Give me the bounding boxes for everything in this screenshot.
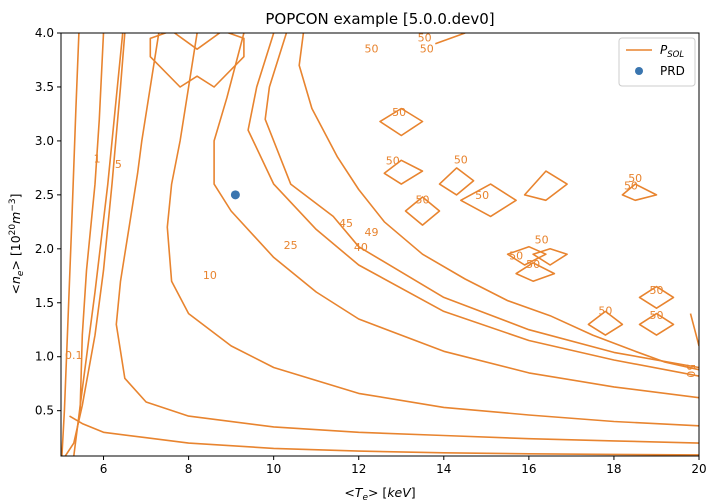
contour-line xyxy=(523,170,568,202)
x-tick-label: 10 xyxy=(266,462,281,476)
contour-line xyxy=(506,245,547,266)
contour-label: 50 xyxy=(420,42,434,55)
legend-box xyxy=(618,37,696,87)
point-layer xyxy=(230,190,240,200)
contour-line xyxy=(404,196,441,226)
x-tick-label: 20 xyxy=(691,462,706,476)
y-tick-label: 4.0 xyxy=(35,26,54,40)
contour-line xyxy=(79,33,105,411)
contour-label: 50 xyxy=(386,155,400,168)
contour-line xyxy=(621,183,658,202)
contour-label: 50 xyxy=(535,233,549,246)
chart-title: POPCON example [5.0.0.dev0] xyxy=(265,10,494,28)
contour-label: 50 xyxy=(509,250,523,263)
contour-label: 50 xyxy=(475,189,489,202)
contour-line xyxy=(435,33,466,45)
contour-label: 40 xyxy=(354,241,368,254)
contour-line xyxy=(213,33,699,399)
y-tick-label: 3.0 xyxy=(35,134,54,148)
contour-label: 50 xyxy=(416,193,430,206)
contour-label: 50 xyxy=(526,258,540,271)
contour-layer xyxy=(61,33,699,456)
x-axis: 6 8 10 12 14 16 18 20 xyxy=(100,456,707,476)
contour-label: 50 xyxy=(418,32,432,45)
y-tick-label: 2.5 xyxy=(35,188,54,202)
contour-label: 1 xyxy=(94,152,101,165)
contour-label: 50 xyxy=(598,305,612,318)
legend-prd-marker xyxy=(635,67,643,75)
contour-label: 50 xyxy=(454,154,468,167)
contour-label: 0.1 xyxy=(65,349,83,362)
legend: PSOL PRD xyxy=(618,37,696,87)
y-axis-label: <ne> [1020m−3] xyxy=(8,193,26,294)
contour-label: 50 xyxy=(684,364,697,378)
x-axis-label: <Te> [keV] xyxy=(344,485,415,503)
contour-label: 5 xyxy=(115,158,122,171)
y-tick-label: 2.0 xyxy=(35,242,54,256)
x-tick-label: 18 xyxy=(606,462,621,476)
contour-line xyxy=(115,33,699,444)
contour-label: 50 xyxy=(628,172,642,185)
contour-label: 25 xyxy=(284,239,298,252)
x-tick-label: 14 xyxy=(436,462,451,476)
contour-line xyxy=(298,33,699,371)
contour-line xyxy=(438,167,475,196)
contour-line xyxy=(149,33,245,88)
contour-line xyxy=(587,310,624,336)
prd-point xyxy=(230,190,240,200)
contour-label: 10 xyxy=(203,269,217,282)
contour-line xyxy=(532,248,568,266)
contour-line xyxy=(64,33,126,456)
contour-label: 50 xyxy=(649,309,663,322)
y-axis: 0.5 1.0 1.5 2.0 2.5 3.0 3.5 4.0 xyxy=(35,26,61,418)
contour-line xyxy=(379,107,424,137)
x-tick-label: 16 xyxy=(521,462,536,476)
contour-label: 45 xyxy=(339,217,353,230)
contour-label: 50 xyxy=(392,106,406,119)
y-tick-label: 0.5 xyxy=(35,404,54,418)
contour-label: 50 xyxy=(649,284,663,297)
contour-line xyxy=(689,313,699,347)
contour-line xyxy=(638,312,675,336)
legend-psol-label: PSOL xyxy=(660,43,684,60)
legend-prd-label: PRD xyxy=(660,64,685,78)
y-tick-label: 3.5 xyxy=(35,80,54,94)
x-tick-label: 6 xyxy=(100,462,108,476)
contour-line xyxy=(638,285,675,309)
y-tick-label: 1.5 xyxy=(35,296,54,310)
plot-frame xyxy=(60,32,700,457)
contour-line xyxy=(383,159,424,185)
contour-line xyxy=(264,33,699,369)
contour-line xyxy=(515,262,556,282)
x-tick-label: 12 xyxy=(351,462,366,476)
svg-text:<ne> [1020m−3]: <ne> [1020m−3] xyxy=(8,193,26,294)
contour-label: 49 xyxy=(364,226,378,239)
y-tick-label: 1.0 xyxy=(35,350,54,364)
contour-line xyxy=(166,33,699,427)
contour-label: 50 xyxy=(624,179,638,192)
contour-label: 50 xyxy=(364,42,378,55)
contour-line xyxy=(69,415,699,456)
contour-line xyxy=(61,33,80,456)
contour-line xyxy=(247,33,699,377)
contour-line xyxy=(460,183,517,218)
x-tick-label: 8 xyxy=(185,462,193,476)
